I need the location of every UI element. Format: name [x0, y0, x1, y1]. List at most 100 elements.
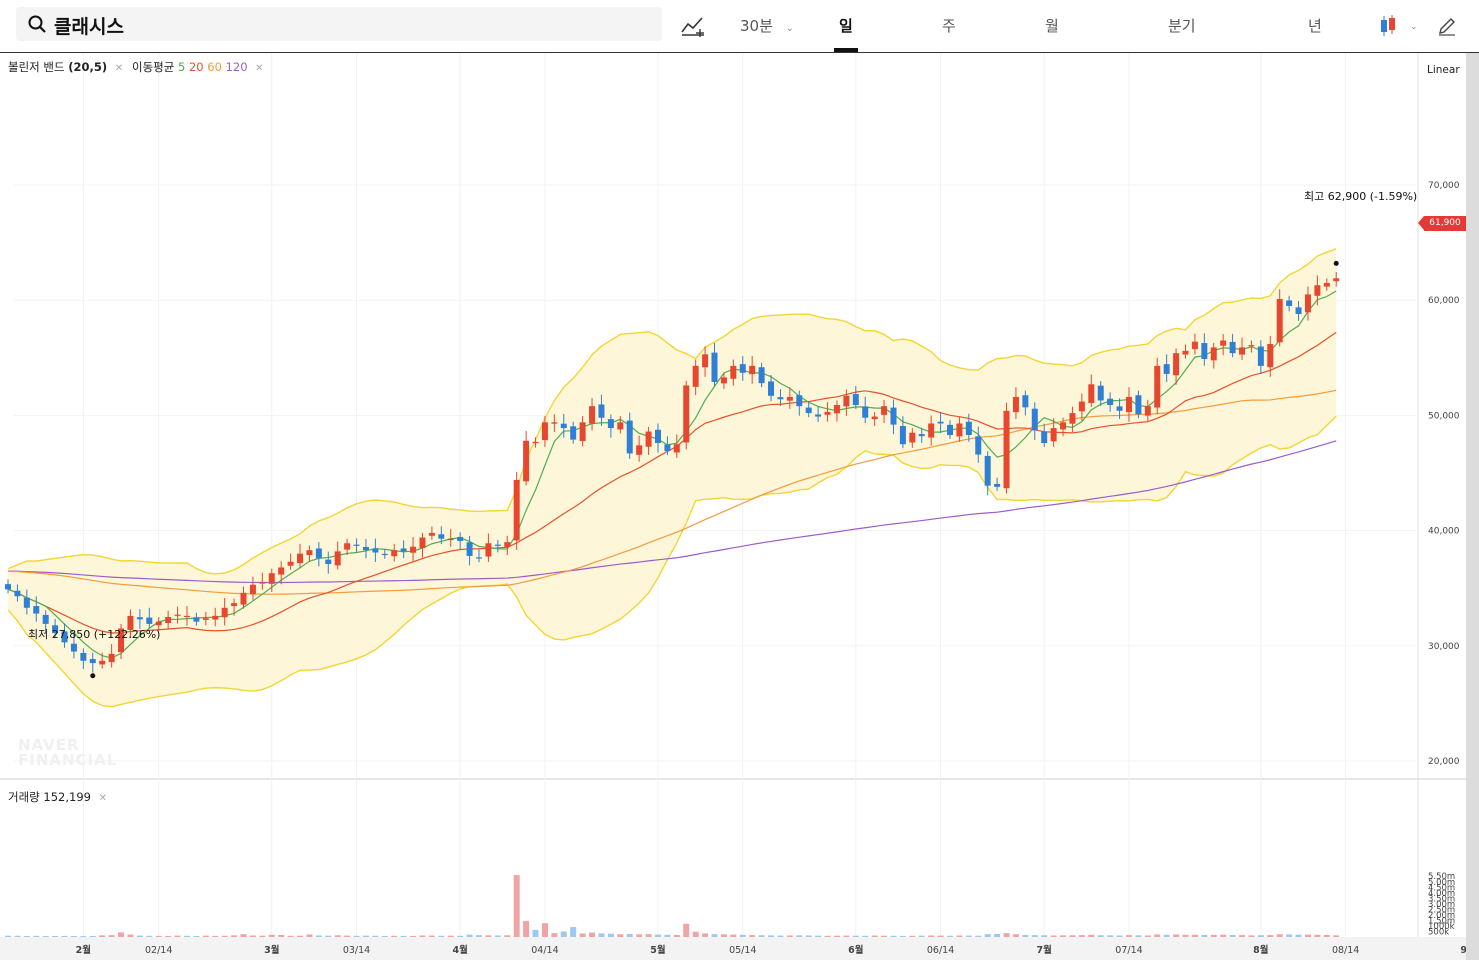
volume-bar [928, 935, 935, 937]
candle [438, 526, 445, 545]
time-axis-label: 4월 [452, 944, 467, 956]
candle [315, 542, 322, 567]
candle [579, 415, 586, 447]
candle-body [240, 592, 247, 605]
candle-type-icon[interactable]: ⌄ [1380, 14, 1420, 38]
volume-bar [457, 935, 464, 937]
price-volume-chart[interactable]: 20,000 30,000 40,000 50,000 60,000 70,000 500k… [0, 53, 1466, 960]
candle-body [1191, 341, 1198, 350]
tab-week[interactable]: 주 [942, 17, 956, 35]
volume-bar [909, 935, 916, 937]
volume-bar [607, 933, 614, 937]
candle-body [928, 423, 935, 438]
candle [1248, 340, 1255, 353]
candle-body [956, 423, 963, 437]
candle-body [994, 483, 1001, 487]
volume-bar [796, 935, 803, 937]
candle-body [42, 614, 49, 624]
candle [42, 610, 49, 634]
candle-body [372, 548, 379, 553]
volume-bar [353, 935, 360, 937]
candle-body [1069, 413, 1076, 424]
interval-select[interactable]: 30분 ⌄ [740, 15, 794, 36]
volume-bar [1276, 934, 1283, 937]
candle-body [626, 420, 633, 454]
candle [1031, 402, 1038, 440]
volume-bar [155, 935, 162, 937]
volume-bar [1069, 935, 1076, 937]
candle-body [758, 367, 765, 384]
volume-bar [315, 935, 322, 937]
candle [1135, 390, 1142, 419]
candle [749, 356, 756, 384]
candle-body [61, 631, 68, 643]
candle-body [155, 621, 162, 626]
volume-bar [541, 923, 548, 937]
candle [1022, 390, 1029, 416]
close-icon[interactable]: ✕ [114, 63, 124, 74]
volume-bar [711, 934, 718, 937]
candle [1314, 275, 1321, 306]
tab-month[interactable]: 월 [1045, 17, 1059, 35]
candle [297, 543, 304, 569]
volume-bar [1163, 934, 1170, 937]
volume-bar [589, 932, 596, 937]
candle-body [447, 538, 454, 541]
tab-year[interactable]: 년 [1308, 17, 1322, 35]
volume-bar [108, 935, 115, 937]
ma60-line [7, 389, 1337, 595]
candle [617, 415, 624, 434]
candle-body [136, 617, 143, 620]
candle-body [325, 559, 332, 565]
bollinger-params: (20,5) [68, 60, 108, 74]
pencil-icon[interactable] [1437, 16, 1457, 36]
candle-body [410, 546, 417, 553]
candle-body [99, 660, 106, 665]
candle [381, 549, 388, 559]
volume-bar [1191, 934, 1198, 937]
drawing-tool-icon[interactable] [680, 15, 706, 37]
candle [673, 434, 680, 458]
candle [683, 380, 690, 450]
candle-body [89, 659, 96, 664]
volume-bar [664, 934, 671, 937]
volume-legend[interactable]: 거래량 152,199 ✕ [8, 789, 107, 805]
candle [720, 372, 727, 389]
candle [70, 633, 77, 659]
watermark-line-2: FINANCIAL [18, 751, 118, 769]
stock-search-box[interactable]: 클래시스 [16, 7, 662, 41]
candle-body [899, 425, 906, 445]
candle [202, 611, 209, 626]
price-tick-label: 60,000 [1428, 296, 1460, 306]
volume-bar [5, 935, 11, 937]
ma20-line [7, 331, 1337, 634]
candle [994, 477, 1001, 491]
tab-quarter[interactable]: 분기 [1168, 17, 1196, 35]
candle [504, 535, 511, 556]
volume-bar [42, 936, 49, 938]
close-icon[interactable]: ✕ [98, 793, 108, 804]
tab-day[interactable]: 일 [839, 17, 853, 35]
candle [146, 607, 153, 628]
bollinger-legend[interactable]: 볼린저 밴드 (20,5) ✕ [8, 59, 123, 75]
volume-bar [494, 935, 501, 937]
candle [362, 538, 369, 559]
candle [956, 417, 963, 442]
price-tick-label: 50,000 [1428, 411, 1460, 421]
volume-bar [268, 934, 275, 937]
moving-average-legend[interactable]: 이동평균 5 20 60 120 ✕ [132, 59, 264, 75]
candle-body [683, 385, 690, 443]
candle-body [786, 396, 793, 401]
close-icon[interactable]: ✕ [255, 63, 264, 74]
candle [1229, 333, 1236, 358]
candle [419, 532, 426, 558]
scrollbar-gutter[interactable] [1466, 53, 1479, 960]
candle-body [645, 431, 652, 447]
volume-bar [202, 935, 209, 937]
volume-tick-label: 4.50m [1428, 883, 1455, 893]
volume-bar [918, 935, 925, 937]
watermark-line-1: NAVER [18, 736, 80, 754]
candle-body [353, 544, 360, 546]
candle [5, 579, 11, 594]
candle-body [108, 653, 115, 663]
